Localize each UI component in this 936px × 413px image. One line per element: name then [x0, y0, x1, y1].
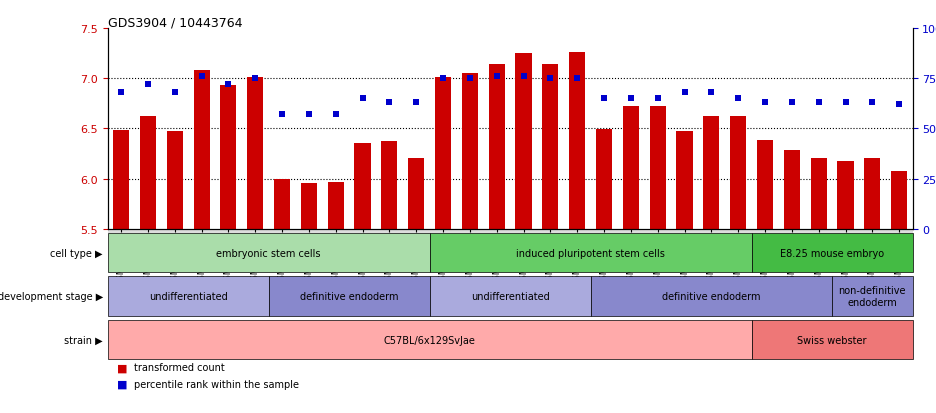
Bar	[408, 159, 424, 229]
Bar	[328, 182, 344, 229]
Bar	[677, 132, 693, 229]
Point	[865, 100, 880, 106]
Bar	[838, 161, 854, 229]
Bar	[435, 78, 451, 229]
Bar	[730, 117, 746, 229]
Text: induced pluripotent stem cells: induced pluripotent stem cells	[516, 248, 665, 258]
Bar	[703, 117, 720, 229]
Point	[757, 100, 772, 106]
Text: embryonic stem cells: embryonic stem cells	[216, 248, 321, 258]
Bar	[864, 159, 881, 229]
Text: definitive endoderm: definitive endoderm	[300, 291, 399, 301]
Text: undifferentiated: undifferentiated	[149, 291, 227, 301]
Bar	[542, 65, 559, 229]
Point	[355, 96, 370, 102]
Bar	[381, 142, 398, 229]
Text: GDS3904 / 10443764: GDS3904 / 10443764	[108, 17, 242, 29]
Point	[221, 82, 236, 88]
Bar	[167, 132, 183, 229]
Point	[812, 100, 826, 106]
Point	[409, 100, 424, 106]
Bar	[300, 183, 317, 229]
Point	[651, 96, 665, 102]
Point	[248, 76, 263, 82]
Bar	[891, 171, 907, 229]
Text: transformed count: transformed count	[134, 363, 225, 373]
Point	[490, 74, 505, 80]
Point	[838, 100, 853, 106]
Bar	[596, 130, 612, 229]
Point	[194, 74, 209, 80]
Point	[543, 76, 558, 82]
Bar	[461, 74, 478, 229]
Bar	[622, 107, 639, 229]
Bar	[139, 117, 156, 229]
Point	[784, 100, 799, 106]
Point	[274, 112, 289, 119]
Text: cell type ▶: cell type ▶	[51, 248, 103, 258]
Bar	[247, 78, 263, 229]
Text: undifferentiated: undifferentiated	[471, 291, 549, 301]
Text: ■: ■	[117, 363, 127, 373]
Bar	[489, 65, 505, 229]
Point	[677, 90, 692, 96]
Text: Swiss webster: Swiss webster	[797, 335, 867, 345]
Bar	[783, 151, 800, 229]
Text: E8.25 mouse embryo: E8.25 mouse embryo	[780, 248, 885, 258]
Text: non-definitive
endoderm: non-definitive endoderm	[839, 285, 906, 307]
Point	[704, 90, 719, 96]
Point	[570, 76, 585, 82]
Point	[892, 102, 907, 108]
Bar	[757, 141, 773, 229]
Point	[168, 90, 183, 96]
Point	[731, 96, 746, 102]
Bar	[569, 53, 585, 229]
Point	[329, 112, 344, 119]
Point	[596, 96, 611, 102]
Point	[140, 82, 155, 88]
Point	[435, 76, 450, 82]
Point	[462, 76, 477, 82]
Text: definitive endoderm: definitive endoderm	[662, 291, 761, 301]
Point	[113, 90, 128, 96]
Text: percentile rank within the sample: percentile rank within the sample	[134, 379, 299, 389]
Point	[301, 112, 316, 119]
Text: C57BL/6x129SvJae: C57BL/6x129SvJae	[384, 335, 475, 345]
Bar	[220, 86, 237, 229]
Bar	[113, 131, 129, 229]
Point	[382, 100, 397, 106]
Point	[623, 96, 638, 102]
Text: ■: ■	[117, 379, 127, 389]
Text: development stage ▶: development stage ▶	[0, 291, 103, 301]
Point	[516, 74, 531, 80]
Bar	[516, 54, 532, 229]
Text: strain ▶: strain ▶	[65, 335, 103, 345]
Bar	[355, 144, 371, 229]
Bar	[650, 107, 665, 229]
Bar	[274, 179, 290, 229]
Bar	[811, 159, 826, 229]
Bar	[194, 71, 210, 229]
